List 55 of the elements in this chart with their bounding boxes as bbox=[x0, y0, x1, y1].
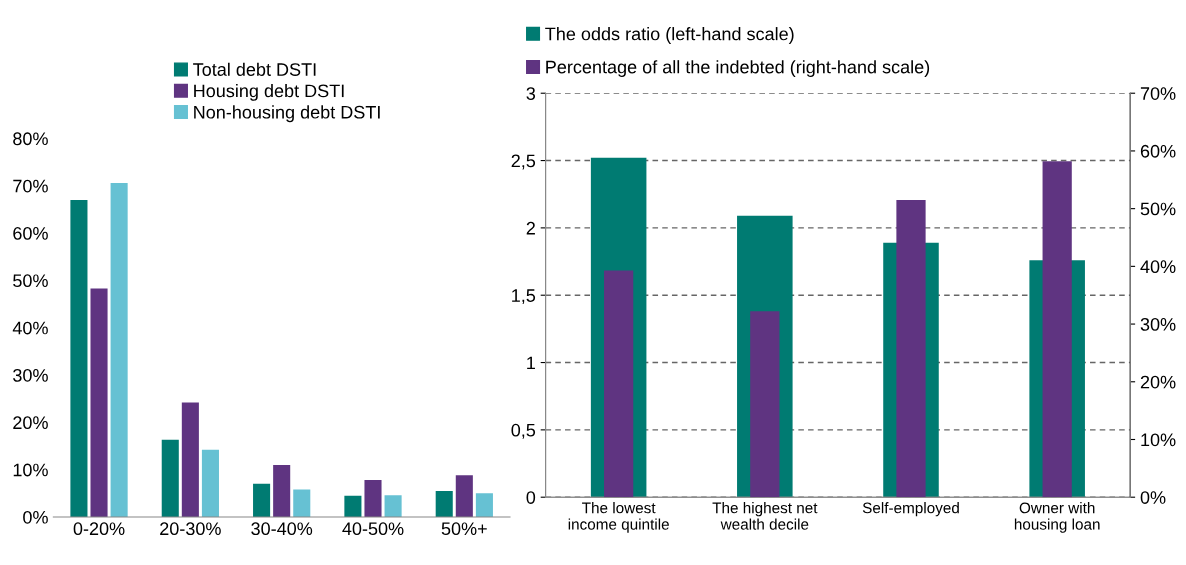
y-tick-label: 3 bbox=[526, 87, 536, 100]
x-tick-label: 50%+ bbox=[441, 522, 487, 536]
bar bbox=[750, 311, 780, 498]
y2-tick-label: 0% bbox=[1140, 491, 1166, 504]
y-tick-label: 0,5 bbox=[511, 423, 536, 439]
y-tick-label: 60% bbox=[13, 227, 48, 240]
y-tick-label: 70% bbox=[13, 179, 48, 193]
y-tick-label: 2,5 bbox=[511, 154, 536, 170]
y-tick-label: 50% bbox=[13, 274, 48, 288]
bar bbox=[293, 489, 311, 517]
bar bbox=[70, 199, 88, 517]
bar bbox=[475, 493, 493, 517]
y2-tick-label: 50% bbox=[1140, 202, 1176, 216]
bar bbox=[344, 495, 362, 517]
legend-label: Non-housing debt DSTI bbox=[194, 105, 380, 123]
legend-label: Total debt DSTI bbox=[193, 62, 316, 76]
x-tick-label: 0-20% bbox=[73, 522, 125, 536]
y-tick-label: 20% bbox=[13, 416, 48, 430]
y-tick-label: 0% bbox=[23, 510, 48, 524]
bar bbox=[364, 480, 382, 517]
bar bbox=[161, 439, 179, 517]
bar bbox=[201, 449, 219, 517]
bar bbox=[90, 288, 108, 517]
y-tick-label: 2 bbox=[526, 221, 535, 235]
bar bbox=[384, 495, 402, 517]
x-tick-label: 20-30% bbox=[160, 522, 221, 536]
legend-label: Percentage of all the indebted (right-hand scale) bbox=[546, 60, 930, 77]
x-tick-label: 30-40% bbox=[251, 522, 313, 536]
x-tick-label: The lowest income quintile bbox=[568, 502, 669, 533]
bar bbox=[435, 490, 453, 517]
bar bbox=[253, 483, 271, 517]
y-tick-label: 80% bbox=[13, 132, 48, 146]
legend-label: Housing debt DSTI bbox=[194, 84, 344, 101]
y-tick-label: 1 bbox=[527, 356, 535, 370]
y2-tick-label: 30% bbox=[1140, 318, 1176, 331]
y-tick-label: 10% bbox=[13, 463, 48, 477]
x-tick-label: Owner with housing loan bbox=[1014, 502, 1100, 533]
y2-tick-label: 70% bbox=[1140, 87, 1176, 100]
y2-tick-label: 10% bbox=[1141, 433, 1176, 447]
y-tick-label: 30% bbox=[13, 368, 48, 382]
y2-tick-label: 20% bbox=[1140, 375, 1176, 389]
y-tick-label: 40% bbox=[12, 321, 48, 335]
x-tick-label: The highest net wealth decile bbox=[712, 502, 818, 530]
y2-tick-label: 40% bbox=[1140, 260, 1176, 274]
x-tick-label: 40-50% bbox=[342, 522, 404, 536]
y-tick-label: 0 bbox=[526, 491, 536, 504]
bar bbox=[455, 475, 473, 517]
y2-tick-label: 60% bbox=[1140, 144, 1176, 158]
legend-label: The odds ratio (left-hand scale) bbox=[545, 27, 794, 44]
bar bbox=[604, 270, 634, 498]
bar bbox=[273, 464, 291, 517]
bar bbox=[110, 182, 128, 517]
x-tick-label: Self-employed bbox=[862, 502, 959, 517]
y-tick-label: 1,5 bbox=[512, 289, 536, 305]
bar bbox=[181, 402, 199, 517]
